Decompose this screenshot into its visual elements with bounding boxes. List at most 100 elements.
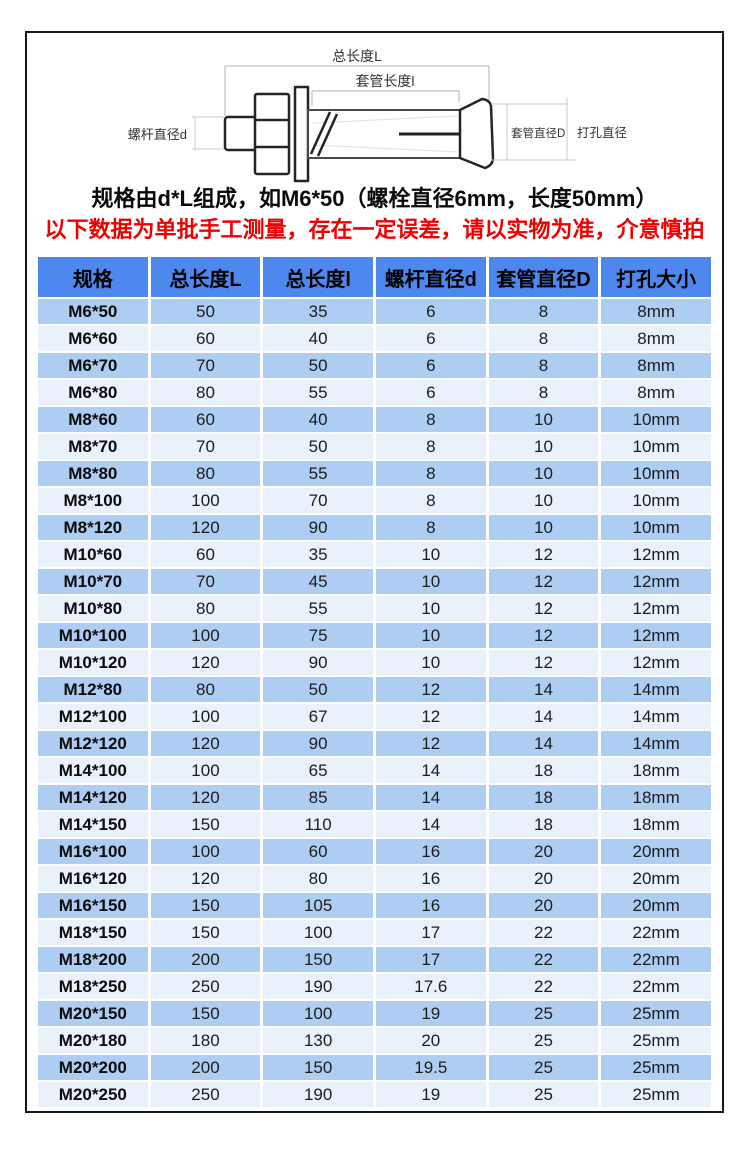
value-cell: 8mm <box>601 353 711 378</box>
value-cell: 180 <box>150 1028 261 1053</box>
value-cell: 35 <box>263 542 373 567</box>
spec-cell: M12*100 <box>38 704 148 729</box>
value-cell: 10mm <box>601 515 711 540</box>
value-cell: 14 <box>375 785 486 810</box>
value-cell: 8 <box>375 488 486 513</box>
value-cell: 18 <box>488 758 599 783</box>
value-cell: 16 <box>375 893 486 918</box>
value-cell: 20mm <box>601 866 711 891</box>
value-cell: 12 <box>488 569 599 594</box>
value-cell: 60 <box>150 326 261 351</box>
value-cell: 10 <box>375 623 486 648</box>
value-cell: 250 <box>150 974 261 999</box>
value-cell: 14 <box>488 704 599 729</box>
spec-cell: M20*150 <box>38 1001 148 1026</box>
table-row: M16*100 100 60 16 20 20mm <box>38 839 711 864</box>
value-cell: 12mm <box>601 623 711 648</box>
value-cell: 6 <box>375 299 486 324</box>
value-cell: 80 <box>150 677 261 702</box>
table-row: M16*120 120 80 16 20 20mm <box>38 866 711 891</box>
table-row: M12*80 80 50 12 14 14mm <box>38 677 711 702</box>
value-cell: 22 <box>488 920 599 945</box>
spec-cell: M18*150 <box>38 920 148 945</box>
table-row: M6*60 60 40 6 8 8mm <box>38 326 711 351</box>
hex-nut <box>253 92 291 176</box>
value-cell: 10mm <box>601 461 711 486</box>
value-cell: 8 <box>488 353 599 378</box>
dim-label-screw-diameter: 螺杆直径d <box>128 127 187 142</box>
value-cell: 90 <box>263 650 373 675</box>
table-row: M20*250 250 190 19 25 25mm <box>38 1082 711 1107</box>
value-cell: 10 <box>488 407 599 432</box>
column-header-total-length-l: 总长度l <box>263 257 373 297</box>
table-row: M12*120 120 90 12 14 14mm <box>38 731 711 756</box>
value-cell: 19 <box>375 1082 486 1107</box>
value-cell: 8 <box>488 380 599 405</box>
spec-cell: M14*150 <box>38 812 148 837</box>
value-cell: 12mm <box>601 596 711 621</box>
value-cell: 22mm <box>601 947 711 972</box>
value-cell: 90 <box>263 515 373 540</box>
table-row: M18*250 250 190 17.6 22 22mm <box>38 974 711 999</box>
value-cell: 8mm <box>601 326 711 351</box>
spec-cell: M10*80 <box>38 596 148 621</box>
column-header-screw-diameter: 螺杆直径d <box>375 257 486 297</box>
value-cell: 17 <box>375 947 486 972</box>
value-cell: 22mm <box>601 974 711 999</box>
dim-line-total-length <box>224 65 490 116</box>
value-cell: 60 <box>263 839 373 864</box>
table-row: M20*200 200 150 19.5 25 25mm <box>38 1055 711 1080</box>
value-cell: 50 <box>150 299 261 324</box>
value-cell: 150 <box>150 1001 261 1026</box>
value-cell: 8mm <box>601 299 711 324</box>
value-cell: 8 <box>488 326 599 351</box>
value-cell: 12 <box>375 704 486 729</box>
value-cell: 25 <box>488 1082 599 1107</box>
dim-label-drill-diameter: 打孔直径 <box>577 126 627 140</box>
spec-cell: M14*100 <box>38 758 148 783</box>
value-cell: 20 <box>488 839 599 864</box>
value-cell: 40 <box>263 326 373 351</box>
value-cell: 8 <box>375 434 486 459</box>
value-cell: 80 <box>150 380 261 405</box>
value-cell: 12 <box>375 677 486 702</box>
value-cell: 110 <box>263 812 373 837</box>
measurement-warning: 以下数据为单批手工测量，存在一定误差，请以实物为准，介意慎拍 <box>44 217 705 242</box>
value-cell: 6 <box>375 326 486 351</box>
value-cell: 100 <box>150 758 261 783</box>
value-cell: 14mm <box>601 677 711 702</box>
value-cell: 65 <box>263 758 373 783</box>
value-cell: 10 <box>375 569 486 594</box>
table-row: M6*80 80 55 6 8 8mm <box>38 380 711 405</box>
value-cell: 10 <box>488 461 599 486</box>
table-row: M14*100 100 65 14 18 18mm <box>38 758 711 783</box>
spec-cell: M8*70 <box>38 434 148 459</box>
value-cell: 80 <box>150 596 261 621</box>
expansion-cone <box>458 97 495 170</box>
spec-cell: M20*250 <box>38 1082 148 1107</box>
table-row: M8*120 120 90 8 10 10mm <box>38 515 711 540</box>
value-cell: 100 <box>150 839 261 864</box>
spec-cell: M10*60 <box>38 542 148 567</box>
value-cell: 17.6 <box>375 974 486 999</box>
value-cell: 150 <box>263 1055 373 1080</box>
value-cell: 16 <box>375 839 486 864</box>
spec-cell: M20*180 <box>38 1028 148 1053</box>
value-cell: 12mm <box>601 542 711 567</box>
value-cell: 60 <box>150 542 261 567</box>
value-cell: 18mm <box>601 758 711 783</box>
value-cell: 14 <box>488 731 599 756</box>
spec-cell: M14*120 <box>38 785 148 810</box>
spec-cell: M8*60 <box>38 407 148 432</box>
value-cell: 22 <box>488 974 599 999</box>
value-cell: 190 <box>263 1082 373 1107</box>
dim-line-right-diameters <box>491 98 575 161</box>
header-row: 规格 总长度L 总长度l 螺杆直径d 套管直径D 打孔大小 <box>38 257 711 297</box>
table-row: M10*100 100 75 10 12 12mm <box>38 623 711 648</box>
value-cell: 60 <box>150 407 261 432</box>
value-cell: 120 <box>150 650 261 675</box>
value-cell: 20mm <box>601 893 711 918</box>
content-frame: 总长度L 套管长度l 螺杆直径d 套管直径D 打孔直径 规格由d*L组成，如M6… <box>25 31 724 1113</box>
value-cell: 67 <box>263 704 373 729</box>
dim-line-sleeve-length <box>311 90 460 106</box>
